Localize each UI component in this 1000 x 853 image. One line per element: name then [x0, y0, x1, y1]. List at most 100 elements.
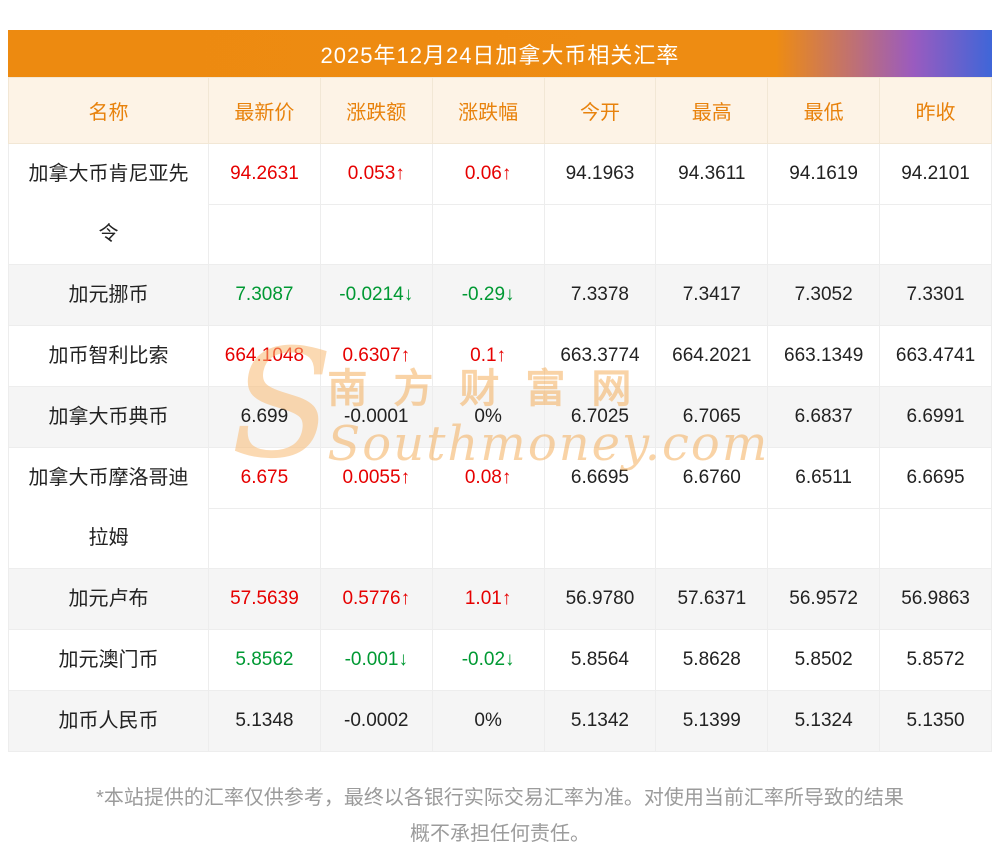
low-price-cell: 6.6837 — [767, 386, 881, 448]
low-price-cell: 56.9572 — [767, 568, 881, 630]
empty-cell — [543, 203, 657, 265]
latest-price-cell: 5.1348 — [208, 690, 321, 752]
empty-cell — [208, 203, 321, 265]
latest-price-cell: 6.699 — [208, 386, 321, 448]
empty-cell — [655, 507, 769, 569]
empty-cell — [208, 507, 321, 569]
high-price-cell: 664.2021 — [655, 325, 769, 387]
currency-pair-name: 加元澳门币 — [8, 629, 209, 691]
disclaimer-line-1: *本站提供的汇率仅供参考，最终以各银行实际交易汇率为准。对使用当前汇率所导致的结… — [96, 787, 904, 809]
high-price-cell: 5.8628 — [655, 629, 769, 691]
empty-cell — [319, 203, 433, 265]
table-row: 加币智利比索 664.1048 0.6307↑ 0.1↑ 663.3774 664.202… — [8, 325, 992, 387]
change-percent-cell: 1.01↑ — [431, 568, 545, 630]
currency-pair-name: 加元卢布 — [8, 568, 209, 630]
currency-pair-name: 加元挪币 — [8, 264, 209, 326]
open-price-cell: 7.3378 — [543, 264, 657, 326]
low-price-cell: 6.6511 — [767, 447, 881, 509]
currency-pair-name: 加币智利比索 — [8, 325, 209, 387]
low-price-cell: 7.3052 — [767, 264, 881, 326]
change-amount-cell: 0.6307↑ — [319, 325, 433, 387]
change-percent-cell: 0% — [431, 386, 545, 448]
change-amount-cell: 0.5776↑ — [319, 568, 433, 630]
empty-cell — [655, 203, 769, 265]
empty-cell — [543, 507, 657, 569]
high-price-cell: 94.3611 — [655, 143, 769, 205]
open-price-cell: 5.1342 — [543, 690, 657, 752]
change-percent-cell: 0.1↑ — [431, 325, 545, 387]
latest-price-cell: 5.8562 — [208, 629, 321, 691]
empty-cell — [767, 507, 881, 569]
column-header: 今开 — [543, 77, 657, 144]
change-percent-cell: 0% — [431, 690, 545, 752]
latest-price-cell: 57.5639 — [208, 568, 321, 630]
column-header: 名称 — [8, 77, 209, 144]
disclaimer-line-2: 概不承担任何责任。 — [410, 823, 590, 845]
empty-cell — [431, 203, 545, 265]
table-row: 加拿大币典币 6.699 -0.0001 0% 6.7025 6.7065 6.6837 6.… — [8, 386, 992, 448]
latest-price-cell: 94.2631 — [208, 143, 321, 205]
prev-close-cell: 94.2101 — [879, 143, 992, 205]
currency-pair-name: 加币人民币 — [8, 690, 209, 752]
change-percent-cell: -0.29↓ — [431, 264, 545, 326]
prev-close-cell: 5.8572 — [879, 629, 992, 691]
latest-price-cell: 664.1048 — [208, 325, 321, 387]
empty-cell — [431, 507, 545, 569]
change-percent-cell: -0.02↓ — [431, 629, 545, 691]
column-header: 最新价 — [208, 77, 321, 144]
latest-price-cell: 7.3087 — [208, 264, 321, 326]
table-row: 加元澳门币 5.8562 -0.001↓ -0.02↓ 5.8564 5.8628 5.85… — [8, 629, 992, 691]
empty-cell — [767, 203, 881, 265]
change-amount-cell: -0.0001 — [319, 386, 433, 448]
currency-pair-name: 加拿大币肯尼亚先令 — [8, 143, 209, 265]
prev-close-cell: 6.6991 — [879, 386, 992, 448]
change-amount-cell: -0.0214↓ — [319, 264, 433, 326]
table-row: 加拿大币摩洛哥迪拉姆 6.675 0.0055↑ 0.08↑ 6.6695 6.6760 6… — [8, 447, 992, 569]
column-header: 最低 — [767, 77, 881, 144]
change-percent-cell: 0.08↑ — [431, 447, 545, 509]
high-price-cell: 5.1399 — [655, 690, 769, 752]
high-price-cell: 57.6371 — [655, 568, 769, 630]
empty-cell — [879, 507, 992, 569]
low-price-cell: 663.1349 — [767, 325, 881, 387]
high-price-cell: 7.3417 — [655, 264, 769, 326]
empty-cell — [879, 203, 992, 265]
low-price-cell: 94.1619 — [767, 143, 881, 205]
table-row: 加拿大币肯尼亚先令 94.2631 0.053↑ 0.06↑ 94.1963 94.361… — [8, 143, 992, 265]
low-price-cell: 5.1324 — [767, 690, 881, 752]
currency-pair-name: 加拿大币典币 — [8, 386, 209, 448]
table-row: 加元卢布 57.5639 0.5776↑ 1.01↑ 56.9780 57.6371 56.… — [8, 568, 992, 630]
table-header: 名称 最新价 涨跌额 涨跌幅 今开 最高 最低 昨收 — [8, 77, 992, 144]
prev-close-cell: 5.1350 — [879, 690, 992, 752]
table-body: 加拿大币肯尼亚先令 94.2631 0.053↑ 0.06↑ 94.1963 94.361… — [8, 143, 992, 752]
high-price-cell: 6.7065 — [655, 386, 769, 448]
open-price-cell: 6.7025 — [543, 386, 657, 448]
open-price-cell: 663.3774 — [543, 325, 657, 387]
exchange-rate-table: 名称 最新价 涨跌额 涨跌幅 今开 最高 最低 昨收 加拿大币肯尼亚先令 94.2631 0.05… — [8, 77, 992, 752]
change-percent-cell: 0.06↑ — [431, 143, 545, 205]
empty-cell — [319, 507, 433, 569]
change-amount-cell: 0.0055↑ — [319, 447, 433, 509]
page-title: 2025年12月24日加拿大币相关汇率 — [320, 42, 680, 68]
table-row-continuation — [9, 203, 992, 265]
currency-pair-name: 加拿大币摩洛哥迪拉姆 — [8, 447, 209, 569]
change-amount-cell: 0.053↑ — [319, 143, 433, 205]
high-price-cell: 6.6760 — [655, 447, 769, 509]
table-row-continuation — [9, 507, 992, 569]
column-header: 最高 — [655, 77, 769, 144]
header-row: 名称 最新价 涨跌额 涨跌幅 今开 最高 最低 昨收 — [8, 77, 992, 144]
column-header: 涨跌额 — [319, 77, 433, 144]
title-bar: 2025年12月24日加拿大币相关汇率 — [8, 30, 992, 77]
prev-close-cell: 663.4741 — [879, 325, 992, 387]
open-price-cell: 6.6695 — [543, 447, 657, 509]
latest-price-cell: 6.675 — [208, 447, 321, 509]
open-price-cell: 5.8564 — [543, 629, 657, 691]
prev-close-cell: 6.6695 — [879, 447, 992, 509]
open-price-cell: 56.9780 — [543, 568, 657, 630]
disclaimer: *本站提供的汇率仅供参考，最终以各银行实际交易汇率为准。对使用当前汇率所导致的结… — [8, 780, 992, 852]
table-row: 加元挪币 7.3087 -0.0214↓ -0.29↓ 7.3378 7.3417 7.30… — [8, 264, 992, 326]
change-amount-cell: -0.001↓ — [319, 629, 433, 691]
prev-close-cell: 7.3301 — [879, 264, 992, 326]
column-header: 涨跌幅 — [431, 77, 545, 144]
